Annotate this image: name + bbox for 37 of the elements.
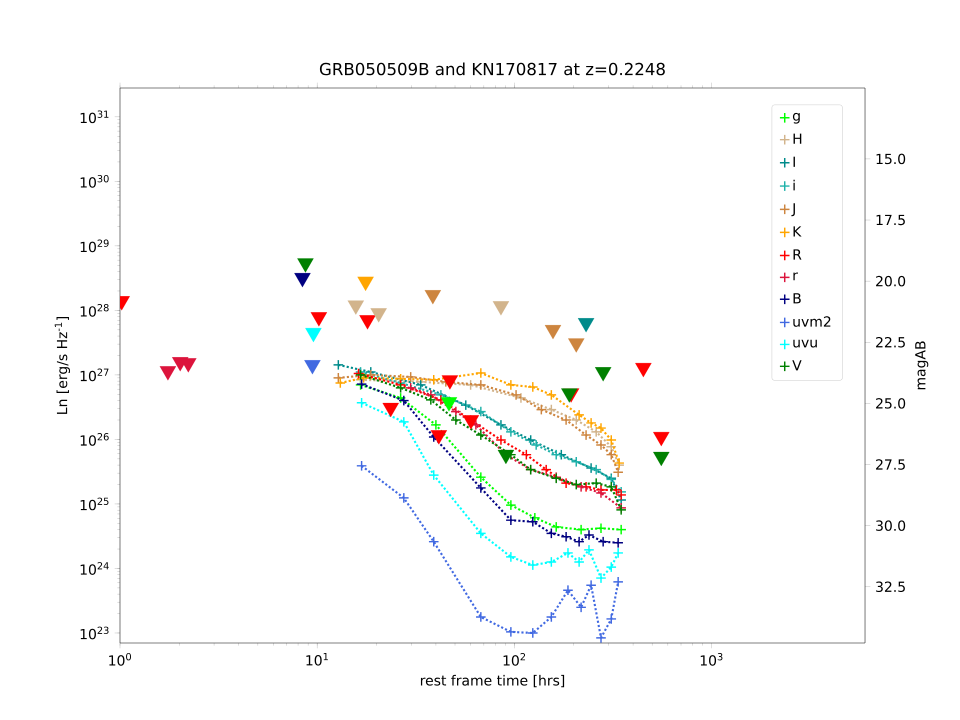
legend-label: V [792, 360, 802, 370]
legend-label: I [794, 156, 795, 167]
y2-tick-label: 27.5 [876, 459, 905, 470]
y2-tick-label: 22.5 [876, 337, 905, 348]
y-tick-label: 10$^{24}$ [80, 562, 109, 575]
y-axis-title: Ln [erg/s Hz$^{-1}$] [54, 316, 70, 414]
legend-label: R [794, 249, 802, 260]
legend-label: uvm2 [793, 316, 830, 327]
x-tick-label: 10$^{3}$ [700, 653, 722, 666]
y-tick-label: 10$^{29}$ [80, 240, 109, 252]
legend-label: uvu [793, 340, 817, 348]
legend-label: K [794, 226, 802, 236]
legend-label: g [792, 112, 800, 124]
y2-axis-title: magAB [915, 341, 928, 390]
y-tick-label: 10$^{31}$ [80, 110, 108, 124]
y2-tick-label: 32.5 [876, 581, 905, 592]
y2-tick-label: 25.0 [876, 398, 906, 409]
legend-label: J [791, 203, 795, 216]
chart-title: GRB050509B and KN170817 at z=0.2248 [320, 62, 665, 76]
y-tick-label: 10$^{27}$ [80, 368, 108, 382]
y2-tick-label: 20.0 [876, 276, 906, 286]
y-tick-label: 10$^{30}$ [80, 174, 109, 188]
legend-label: H [794, 134, 802, 144]
x-tick-label: 10$^{1}$ [306, 653, 328, 666]
y2-tick-label: 15.0 [876, 154, 906, 164]
x-tick-label: 10$^{2}$ [504, 653, 526, 666]
x-axis-title: rest frame time [hrs] [420, 674, 564, 688]
y-tick-label: 10$^{28}$ [80, 304, 109, 317]
y2-tick-label: 17.5 [876, 214, 905, 226]
legend-label: B [794, 293, 801, 304]
x-tick-label: 10$^{0}$ [109, 653, 131, 666]
y2-tick-label: 30.0 [876, 520, 906, 531]
y-tick-label: 10$^{25}$ [80, 498, 108, 510]
y-tick-label: 10$^{23}$ [80, 626, 109, 640]
y-tick-label: 10$^{26}$ [80, 433, 109, 446]
legend-label: i [793, 180, 795, 190]
legend-label: r [793, 272, 798, 280]
